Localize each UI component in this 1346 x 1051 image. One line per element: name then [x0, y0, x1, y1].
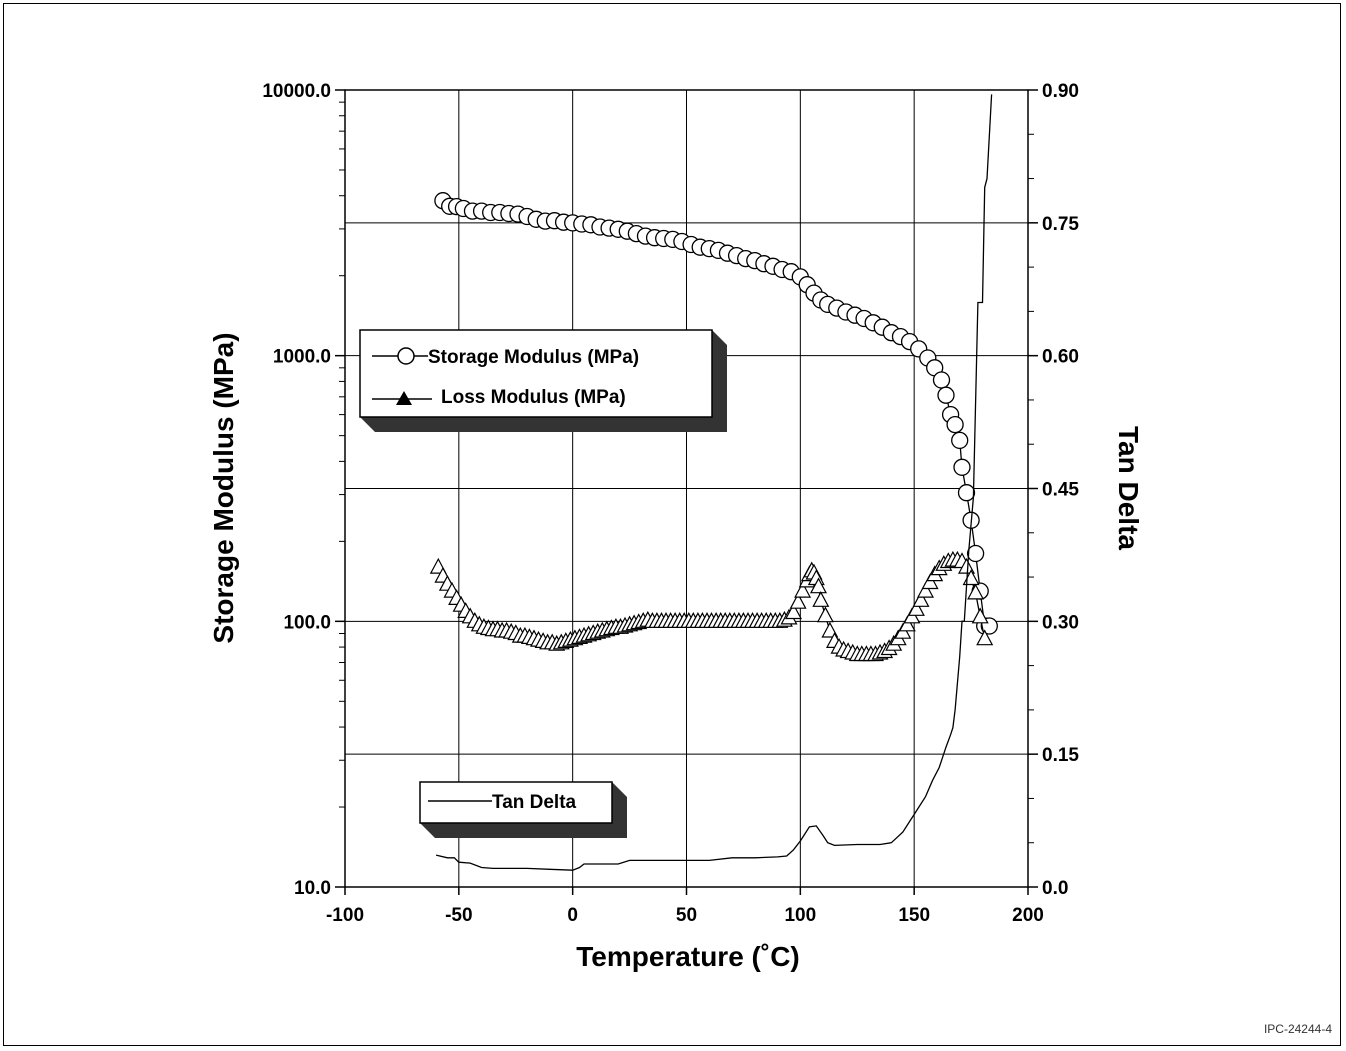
x-tick-label: 100 — [784, 905, 816, 926]
legend-tan: Tan Delta — [419, 781, 627, 838]
legend-modulus-box — [359, 329, 713, 418]
legend-storage-label: Storage Modulus (MPa) — [428, 347, 639, 368]
loss-modulus-point — [898, 615, 916, 632]
x-axis-title: Temperature (˚C) — [576, 941, 800, 972]
loss-modulus-point — [967, 583, 985, 600]
right-tick-label: 0.75 — [1042, 214, 1079, 235]
tan-delta-line — [435, 94, 993, 871]
left-tick-label: 1000.0 — [273, 347, 331, 368]
legend-storage-marker — [397, 347, 415, 365]
left-axis-title: Storage Modulus (MPa) — [208, 332, 239, 643]
loss-modulus-point — [957, 557, 976, 574]
x-tick-labels: -100 -50 0 50 100 150 200 — [326, 905, 1044, 926]
tan-delta-series — [435, 94, 993, 871]
x-tick-label: 200 — [1012, 905, 1044, 926]
storage-modulus-point — [957, 484, 976, 502]
left-tick-label: 100.0 — [283, 612, 331, 633]
storage-modulus-point — [932, 371, 951, 389]
storage-modulus-point — [953, 458, 971, 476]
figure-frame — [3, 3, 1341, 1046]
legend-loss-marker — [396, 391, 412, 405]
x-tick-label: -50 — [445, 905, 472, 926]
right-tick-label: 0.45 — [1042, 480, 1079, 501]
storage-modulus-point — [966, 544, 985, 563]
storage-modulus-point — [951, 431, 969, 450]
loss-modulus-point — [921, 573, 939, 590]
left-tick-label: 10.0 — [294, 878, 331, 899]
minor-ticks — [335, 89, 1038, 895]
loss-modulus-point — [812, 591, 830, 607]
loss-modulus-point — [816, 606, 834, 623]
x-tick-label: -100 — [326, 905, 364, 926]
legend-modulus: Storage Modulus (MPa) Loss Modulus (MPa) — [359, 329, 727, 432]
storage-modulus-series — [434, 192, 998, 635]
loss-modulus-point — [821, 621, 839, 638]
right-tick-label: 0.15 — [1042, 745, 1079, 766]
x-tick-label: 150 — [898, 905, 930, 926]
loss-modulus-series — [429, 550, 994, 662]
loss-modulus-point — [916, 581, 935, 598]
right-tick-label: 0.30 — [1042, 612, 1079, 633]
right-tick-label: 0.60 — [1042, 347, 1079, 368]
storage-modulus-point — [937, 386, 955, 404]
right-tick-labels: 0.90 0.75 0.60 0.45 0.30 0.15 0.0 — [1042, 81, 1079, 899]
loss-modulus-point — [784, 603, 803, 620]
right-tick-label: 0.0 — [1042, 878, 1068, 899]
storage-modulus-point — [946, 415, 964, 434]
figure-id: IPC-24244-4 — [1263, 1022, 1332, 1036]
loss-modulus-point — [907, 600, 925, 616]
right-axis-title: Tan Delta — [1113, 426, 1144, 550]
x-tick-label: 0 — [567, 905, 578, 926]
legend-tan-label: Tan Delta — [492, 792, 577, 813]
loss-modulus-point — [794, 581, 812, 598]
loss-modulus-point — [912, 591, 930, 607]
plot-series — [429, 94, 998, 871]
left-tick-label: 10000.0 — [262, 81, 331, 102]
legend-tan-box — [419, 781, 613, 824]
right-tick-label: 0.90 — [1042, 81, 1079, 102]
plot-area-border — [344, 89, 1029, 888]
loss-modulus-point — [789, 592, 807, 609]
x-tick-label: 50 — [676, 905, 697, 926]
loss-modulus-point — [976, 629, 994, 646]
loss-modulus-point — [971, 607, 989, 624]
loss-modulus-point — [809, 577, 828, 594]
legend-loss-label: Loss Modulus (MPa) — [441, 387, 626, 408]
left-tick-labels: 10000.0 1000.0 100.0 10.0 — [262, 81, 331, 899]
